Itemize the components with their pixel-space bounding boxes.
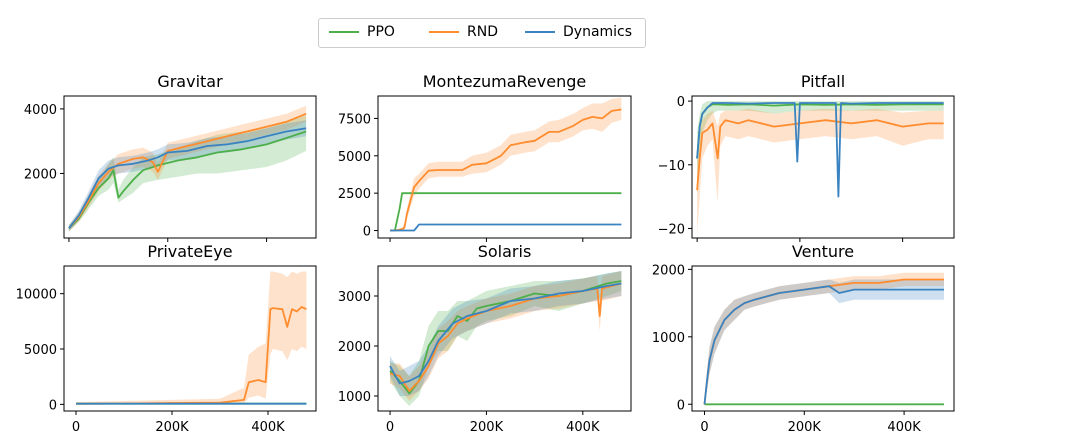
panel-privateeye: 0 5000 10000 0 200K 400K PrivateEye <box>16 242 317 435</box>
band-ppo-pitfall <box>697 101 944 191</box>
band-ppo-solaris <box>390 271 622 406</box>
ytick-label-montezumarevenge-1: 2500 <box>338 187 371 202</box>
xtick-label-privateeye-1: 200K <box>155 420 189 435</box>
ytick-label-venture-1: 1000 <box>652 331 685 346</box>
axes-frame-gravitar <box>63 95 317 239</box>
xtick-label-privateeye-2: 400K <box>251 420 285 435</box>
xtick-label-solaris-2: 400K <box>566 420 600 435</box>
axes-frame-pitfall <box>691 95 955 239</box>
ytick-label-montezumarevenge-0: 0 <box>363 225 371 240</box>
xtick-label-venture-2: 400K <box>887 420 921 435</box>
series-dynamics-gravitar <box>68 127 307 229</box>
plot-area-venture <box>703 272 944 406</box>
axes-frame-venture <box>691 265 955 412</box>
series-dynamics-venture <box>703 285 944 405</box>
ytick-label-montezumarevenge-2: 5000 <box>338 150 371 165</box>
legend: PPO RND Dynamics <box>318 18 646 48</box>
ytick-label-solaris-1: 2000 <box>338 340 371 355</box>
legend-label-dynamics: Dynamics <box>563 24 633 40</box>
band-rnd-venture <box>704 272 944 405</box>
ytick-label-privateeye-2: 10000 <box>16 288 57 303</box>
ytick-label-solaris-2: 3000 <box>338 290 371 305</box>
xtick-label-venture-0: 0 <box>700 420 708 435</box>
band-rnd-solaris <box>390 271 622 401</box>
ytick-label-gravitar-1: 4000 <box>24 103 57 118</box>
series-dynamics-solaris <box>389 282 622 385</box>
panel-gravitar: 2000 4000 Gravitar <box>24 72 317 242</box>
legend-label-ppo: PPO <box>367 24 395 40</box>
xtick-label-solaris-0: 0 <box>386 420 394 435</box>
plot-area-montezumarevenge <box>390 97 622 232</box>
series-ppo-gravitar <box>68 130 307 229</box>
band-rnd-gravitar <box>68 105 307 232</box>
series-rnd-montezumarevenge <box>390 108 622 232</box>
panel-venture: 0 1000 2000 0 200K 400K Venture <box>652 242 955 435</box>
ytick-label-solaris-0: 1000 <box>338 390 371 405</box>
series-dynamics-pitfall <box>696 102 944 198</box>
plot-area-gravitar <box>68 105 307 232</box>
panel-title-solaris: Solaris <box>478 242 532 261</box>
plot-area-solaris <box>389 271 622 406</box>
ytick-label-gravitar-0: 2000 <box>24 167 57 182</box>
series-dynamics-montezumarevenge <box>390 223 622 232</box>
axes-frame-solaris <box>377 265 632 412</box>
band-dynamics-solaris <box>390 271 622 396</box>
axes-frame-montezumarevenge <box>377 95 632 239</box>
panel-solaris: 1000 2000 3000 0 200K 400K Solaris <box>338 242 632 435</box>
panel-title-gravitar: Gravitar <box>157 72 223 91</box>
legend-item-ppo: PPO <box>329 24 395 40</box>
panel-title-venture: Venture <box>792 242 854 261</box>
ytick-label-privateeye-1: 5000 <box>24 343 57 358</box>
ytick-label-pitfall-2: 0 <box>677 95 685 110</box>
plot-area-privateeye <box>75 271 307 405</box>
panel-montezumarevenge: 0 2500 5000 7500 MontezumaRevenge <box>338 72 632 242</box>
series-rnd-pitfall <box>696 119 944 191</box>
legend-swatch-dynamics <box>525 31 555 33</box>
legend-item-dynamics: Dynamics <box>525 24 632 40</box>
ytick-label-pitfall-0: −20 <box>658 222 685 237</box>
panel-pitfall: −20 −10 0 Pitfall <box>658 72 955 242</box>
ytick-label-venture-2: 2000 <box>652 263 685 278</box>
xtick-label-privateeye-0: 0 <box>72 420 80 435</box>
legend-item-rnd: RND <box>429 24 498 40</box>
legend-label-rnd: RND <box>467 24 498 40</box>
band-rnd-pitfall <box>697 108 944 235</box>
band-rnd-montezumarevenge <box>390 97 622 231</box>
ytick-label-venture-0: 0 <box>677 398 685 413</box>
legend-swatch-rnd <box>429 31 459 33</box>
xtick-label-solaris-1: 200K <box>470 420 504 435</box>
band-ppo-gravitar <box>68 115 307 232</box>
series-rnd-solaris <box>389 282 622 392</box>
ytick-label-montezumarevenge-3: 7500 <box>338 112 371 127</box>
ytick-label-privateeye-0: 0 <box>49 398 57 413</box>
legend-swatch-ppo <box>329 31 359 33</box>
panel-title-pitfall: Pitfall <box>801 72 845 91</box>
xtick-label-venture-1: 200K <box>788 420 822 435</box>
panel-title-montezumarevenge: MontezumaRevenge <box>423 72 586 91</box>
plot-area-pitfall <box>696 101 944 235</box>
ytick-label-pitfall-1: −10 <box>658 159 685 174</box>
band-dynamics-venture <box>704 279 944 405</box>
axes-frame-privateeye <box>63 265 317 412</box>
series-rnd-gravitar <box>68 112 307 229</box>
band-rnd-privateeye <box>76 271 307 405</box>
panel-title-privateeye: PrivateEye <box>147 242 232 261</box>
